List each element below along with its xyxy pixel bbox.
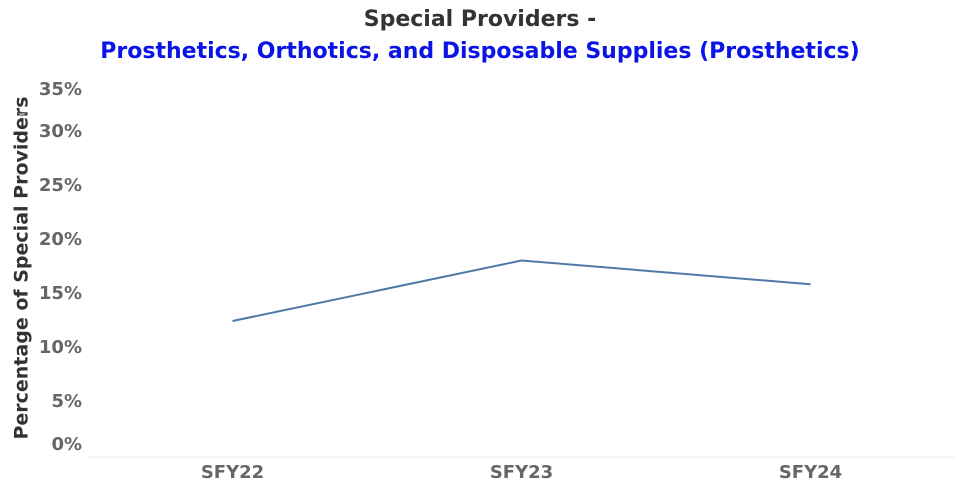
y-tick-label: 25% [39,175,82,196]
y-axis-label: Percentage of Special Providers [11,96,33,439]
x-tick-label: SFY23 [490,462,553,483]
y-tick-label: 20% [39,229,82,250]
data-line [232,259,811,322]
y-tick-label: 5% [51,391,82,412]
x-tick-label: SFY24 [779,462,842,483]
chart-subtitle: Prosthetics, Orthotics, and Disposable S… [100,39,859,64]
chart-title: Special Providers - [364,7,597,32]
x-tick-label: SFY22 [201,462,264,483]
y-tick-label: 30% [39,121,82,142]
y-tick-label: 10% [39,337,82,358]
y-tick-label: 0% [51,434,82,455]
y-tick-label: 35% [39,79,82,100]
sort-icon[interactable] [18,113,26,117]
y-tick-label: 15% [39,283,82,304]
